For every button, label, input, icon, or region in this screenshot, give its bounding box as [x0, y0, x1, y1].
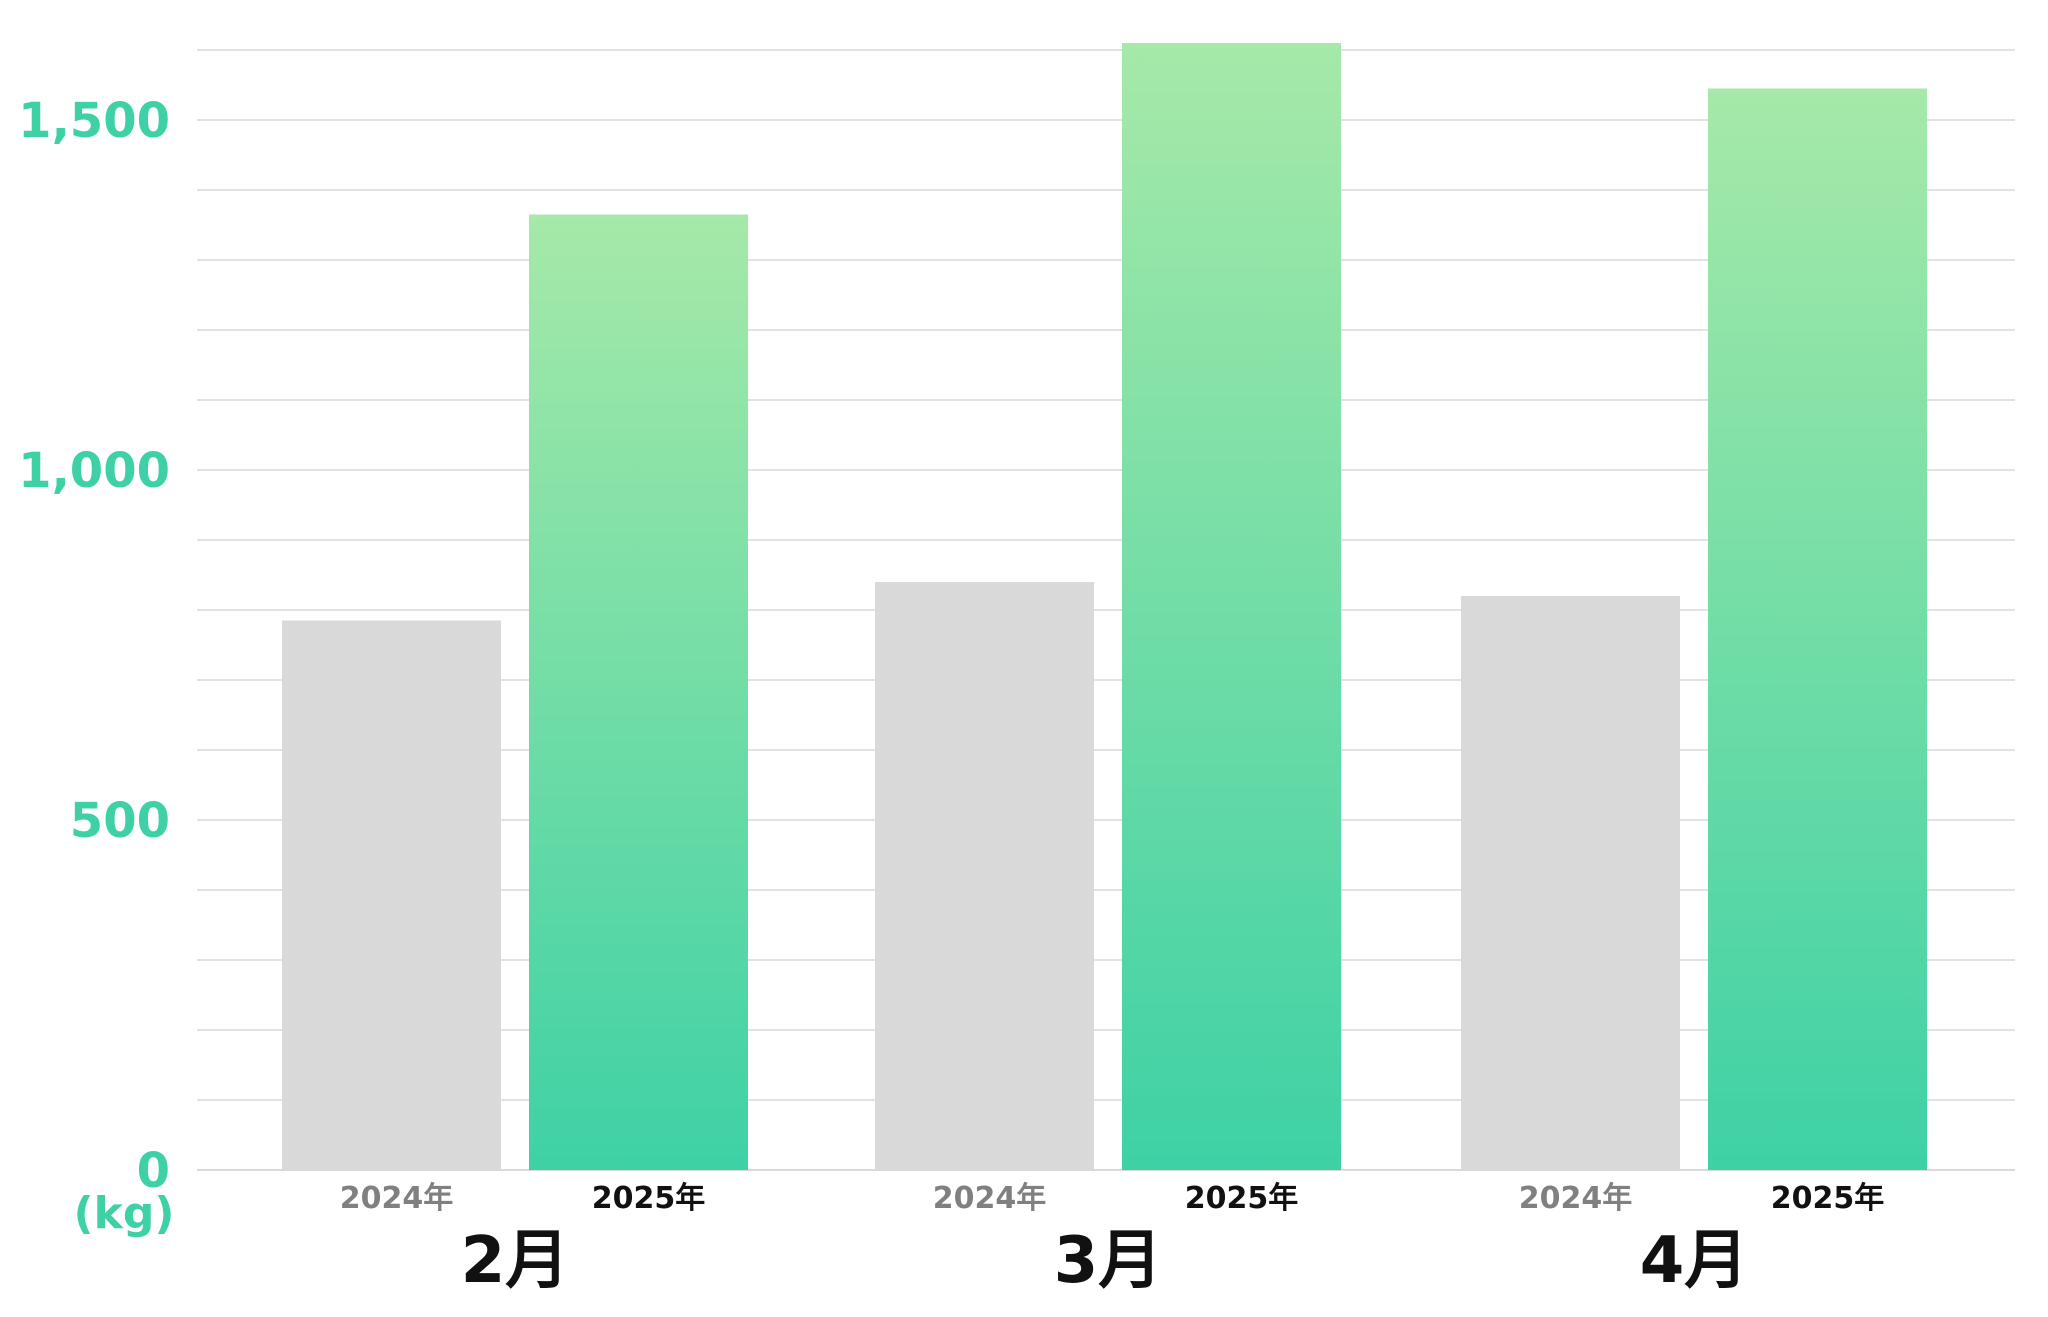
- y-axis-unit-label: (kg): [74, 1188, 175, 1239]
- bar-2024年-2月: [282, 620, 501, 1170]
- bar-2024年-4月: [1461, 596, 1680, 1170]
- series-label: 2024年: [340, 1181, 454, 1216]
- y-tick-label: 0: [137, 1143, 170, 1199]
- bars: [282, 43, 1927, 1170]
- category-label: 4月: [1640, 1224, 1749, 1298]
- bar-2025年-4月: [1708, 88, 1927, 1170]
- category-label: 2月: [461, 1224, 570, 1298]
- category-label: 3月: [1054, 1224, 1163, 1298]
- bar-2024年-3月: [875, 582, 1094, 1170]
- series-label: 2024年: [1519, 1181, 1633, 1216]
- series-label: 2025年: [592, 1181, 706, 1216]
- series-label: 2025年: [1185, 1181, 1299, 1216]
- y-axis-ticks: 0 500 1,000 1,500: [18, 93, 170, 1199]
- y-tick-label: 1,500: [18, 93, 170, 149]
- series-label: 2024年: [933, 1181, 1047, 1216]
- y-tick-label: 1,000: [18, 443, 170, 499]
- bar-2025年-3月: [1122, 43, 1341, 1170]
- series-label: 2025年: [1771, 1181, 1885, 1216]
- bar-2025年-2月: [529, 214, 748, 1170]
- y-tick-label: 500: [70, 793, 170, 849]
